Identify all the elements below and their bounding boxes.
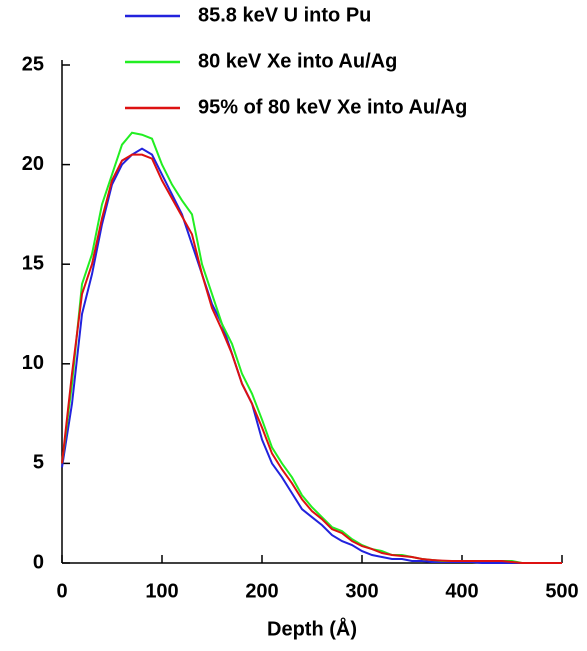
series-line	[61, 147, 562, 564]
legend-label: 80 keV Xe into Au/Ag	[198, 50, 397, 72]
x-tick-label: 500	[545, 580, 578, 602]
x-tick-label: 100	[145, 580, 178, 602]
y-tick-label: 10	[22, 352, 44, 374]
x-tick-label: 0	[56, 580, 67, 602]
series-line	[61, 153, 562, 564]
x-tick-label: 400	[445, 580, 478, 602]
x-tick-label: 200	[245, 580, 278, 602]
x-tick-label: 300	[345, 580, 378, 602]
legend-label: 85.8 keV U into Pu	[198, 4, 371, 26]
series-line	[61, 131, 562, 564]
y-tick-label: 20	[22, 153, 44, 175]
x-axis-label: Depth (Å)	[267, 616, 357, 640]
y-tick-label: 0	[33, 551, 44, 573]
y-tick-label: 15	[22, 252, 44, 274]
y-tick-label: 25	[22, 53, 44, 75]
y-tick-label: 5	[33, 452, 44, 474]
legend-label: 95% of 80 keV Xe into Au/Ag	[198, 96, 467, 118]
